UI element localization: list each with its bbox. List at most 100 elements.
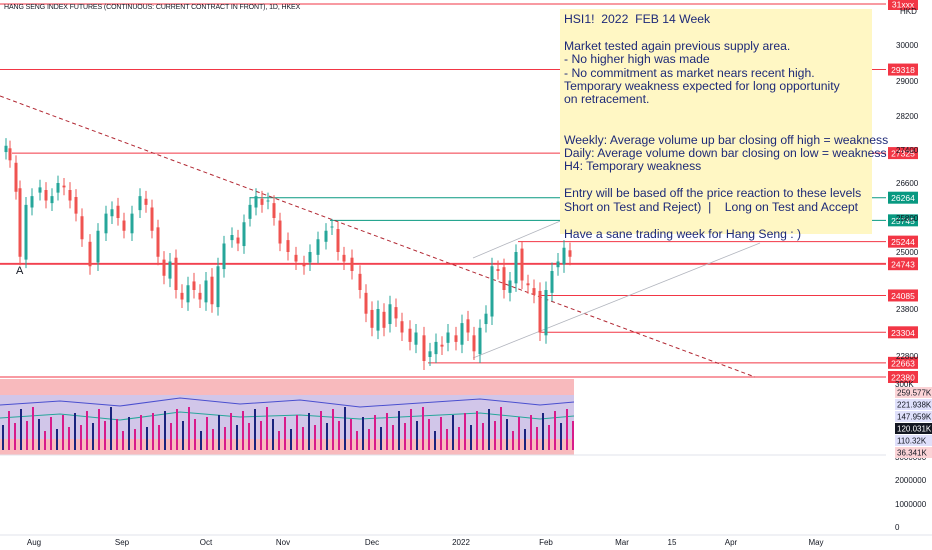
candle-body <box>496 269 500 271</box>
candle-body <box>122 220 126 231</box>
candle-body <box>186 285 190 303</box>
volume-tag-label: 36.341K <box>897 449 927 458</box>
candle-body <box>556 261 560 268</box>
volume-tag <box>895 411 932 422</box>
candle-body <box>520 248 524 281</box>
volume-tick-label: 300K <box>895 380 914 389</box>
analysis-note: HSI1! 2022 FEB 14 Week Market tested aga… <box>560 9 889 240</box>
level-tag <box>888 356 918 369</box>
level-tag-label: 26264 <box>891 193 915 203</box>
candle-body <box>30 196 34 208</box>
point-a-label: A <box>16 265 24 277</box>
candle-body <box>180 292 184 300</box>
candle-body <box>490 266 494 317</box>
candle-body <box>62 185 66 188</box>
time-tick-label: Mar <box>615 538 629 547</box>
candle-body <box>514 252 518 284</box>
level-tag-label: 24743 <box>891 260 915 270</box>
note-line <box>564 120 868 133</box>
time-tick-label: Dec <box>365 538 379 547</box>
candle-body <box>472 335 476 352</box>
time-tick-label: Aug <box>27 538 41 547</box>
candle-body <box>532 288 536 295</box>
candle-body <box>50 196 54 204</box>
candle-body <box>324 230 328 242</box>
time-tick-label: Apr <box>725 538 738 547</box>
candle-body <box>388 304 392 325</box>
note-line: HSI1! 2022 FEB 14 Week <box>564 12 711 26</box>
level-tag-label: 23304 <box>891 328 915 338</box>
volume-tag-label: 120.031K <box>897 425 932 434</box>
price-tick-label: 30000 <box>896 41 919 50</box>
level-tag <box>888 289 918 302</box>
candle-body <box>116 205 120 218</box>
time-tick-label: May <box>808 538 823 547</box>
price-tick-label: 25800 <box>896 214 919 223</box>
volume-tag-label: 221.938K <box>897 401 932 410</box>
candle-body <box>460 323 464 345</box>
candle-body <box>550 271 554 293</box>
note-line: on retracement. <box>564 92 650 107</box>
note-line: Entry will be based off the price reacti… <box>564 186 862 201</box>
note-line <box>564 107 868 120</box>
note-line: Market tested again previous supply area… <box>564 38 791 53</box>
candle-body <box>446 332 450 343</box>
candle-body <box>342 254 346 262</box>
level-tag-label: 22380 <box>891 373 915 383</box>
candle-body <box>216 266 220 308</box>
level-tag-label: 22663 <box>891 358 915 368</box>
candle-body <box>242 222 246 247</box>
volume-tag-label: 110.32K <box>897 437 927 446</box>
note-line <box>564 214 868 227</box>
candle-body <box>308 252 312 263</box>
time-tick-label: Sep <box>115 538 130 547</box>
volume-tag-label: 259.577K <box>897 389 932 398</box>
note-line: Weekly: Average volume up bar closing of… <box>564 132 889 147</box>
note-line: Temporary weakness expected for long opp… <box>564 79 840 94</box>
candle-body <box>198 292 202 300</box>
candle-body <box>400 321 404 333</box>
level-tag-label: 31xxx <box>892 0 915 10</box>
candle-body <box>162 259 166 276</box>
price-axis-bg <box>886 0 932 550</box>
candle-body <box>4 145 8 153</box>
candle-body <box>222 243 226 270</box>
level-tag <box>888 63 918 76</box>
candle-body <box>382 311 386 328</box>
candle-body <box>394 307 398 319</box>
note-line: Have a sane trading week for Hang Seng :… <box>564 226 802 241</box>
volume-tag <box>895 423 932 434</box>
candle-body <box>478 327 482 355</box>
level-tag-label: 27325 <box>891 149 915 159</box>
candle-body <box>230 235 234 241</box>
candle-body <box>316 239 320 255</box>
candle-body <box>38 187 42 193</box>
candle-body <box>138 196 142 211</box>
candle-body <box>440 344 444 347</box>
level-tag <box>888 214 918 227</box>
volume-ma-upper <box>0 397 575 408</box>
candle-body <box>88 241 92 267</box>
candle-body <box>156 227 160 257</box>
candle-body <box>302 264 306 267</box>
note-line: Daily: Average volume down bar closing o… <box>564 146 887 161</box>
candle-body <box>358 273 362 290</box>
level-tag-label: 25745 <box>891 216 915 226</box>
candle-body <box>526 283 530 286</box>
candle-body <box>204 280 208 303</box>
note-line: Short on Test and Reject) | Long on Test… <box>564 199 859 214</box>
candle-body <box>192 281 196 290</box>
candle-body <box>422 335 426 361</box>
candle-body <box>278 220 282 244</box>
candle-body <box>538 290 542 333</box>
candle-body <box>254 196 258 208</box>
volume-tag-label: 147.959K <box>897 413 932 422</box>
candle-body <box>104 213 108 234</box>
time-tick-label: Feb <box>539 538 553 547</box>
price-tick-label: 29000 <box>896 77 919 86</box>
volume-tag <box>895 435 932 446</box>
level-tag <box>888 235 918 248</box>
candle-body <box>502 267 506 290</box>
price-tick-label: 23800 <box>896 305 919 314</box>
candle-body <box>144 198 148 205</box>
